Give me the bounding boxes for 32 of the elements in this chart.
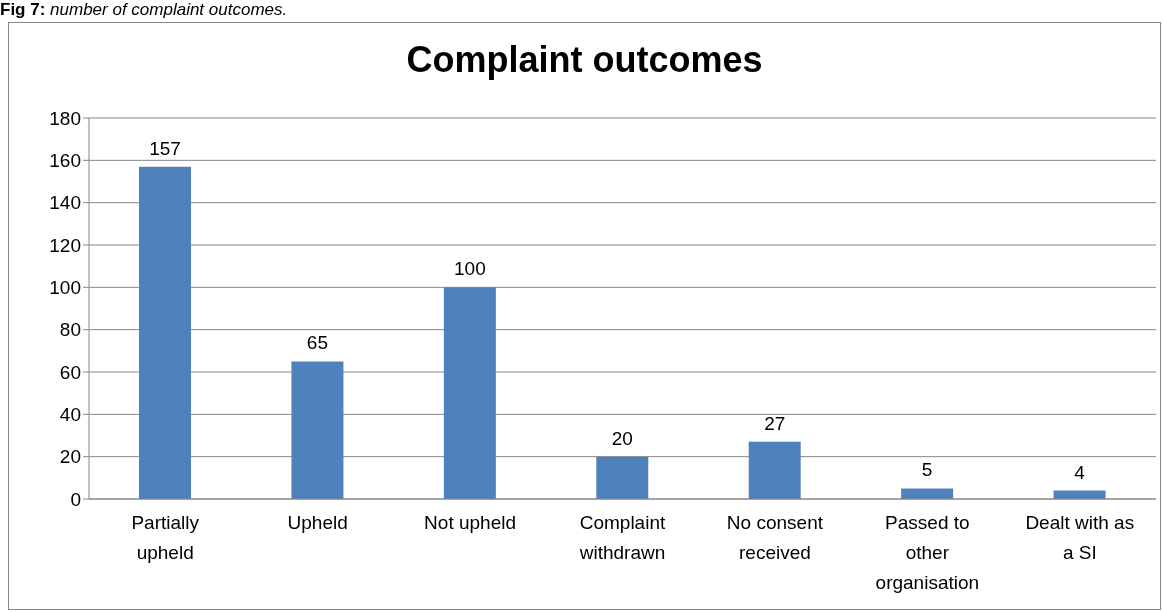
x-tick-label: Upheld	[287, 512, 348, 533]
data-label: 157	[149, 137, 181, 159]
chart-title: Complaint outcomes	[405, 39, 764, 81]
x-tick-label: No consent received	[726, 512, 824, 563]
bar	[443, 287, 496, 499]
y-tick-label: 100	[49, 277, 81, 299]
y-tick-label: 40	[59, 404, 81, 426]
bar	[139, 166, 191, 499]
x-tick-label: Not upheld	[424, 512, 517, 533]
y-tick-label: 80	[59, 319, 81, 341]
y-tick-label: 120	[49, 234, 81, 256]
y-tick-label: 20	[59, 446, 81, 468]
y-tick-label: 140	[49, 192, 81, 214]
data-label: 5	[921, 459, 933, 481]
y-tick-label: 0	[70, 488, 81, 510]
y-tick-label: 60	[59, 361, 81, 383]
data-label: 100	[454, 258, 486, 280]
data-label: 20	[611, 427, 633, 449]
y-tick-label: 160	[49, 150, 81, 172]
data-label: 65	[306, 332, 328, 354]
x-tick-label: Partially upheld	[131, 512, 200, 563]
bar	[291, 361, 344, 499]
bar	[596, 456, 649, 499]
bar	[748, 441, 801, 499]
data-label: 4	[1074, 461, 1086, 483]
caption: Fig 7: number of complaint outcomes.	[0, 0, 288, 19]
bar	[901, 488, 954, 499]
data-label: 27	[764, 412, 786, 434]
x-tick-label: Passed to other organisation	[875, 512, 980, 593]
x-tick-label: Complaint withdrawn	[578, 512, 666, 563]
x-tick-label: Dealt with as a SI	[1025, 512, 1135, 563]
y-tick-label: 180	[49, 107, 81, 129]
